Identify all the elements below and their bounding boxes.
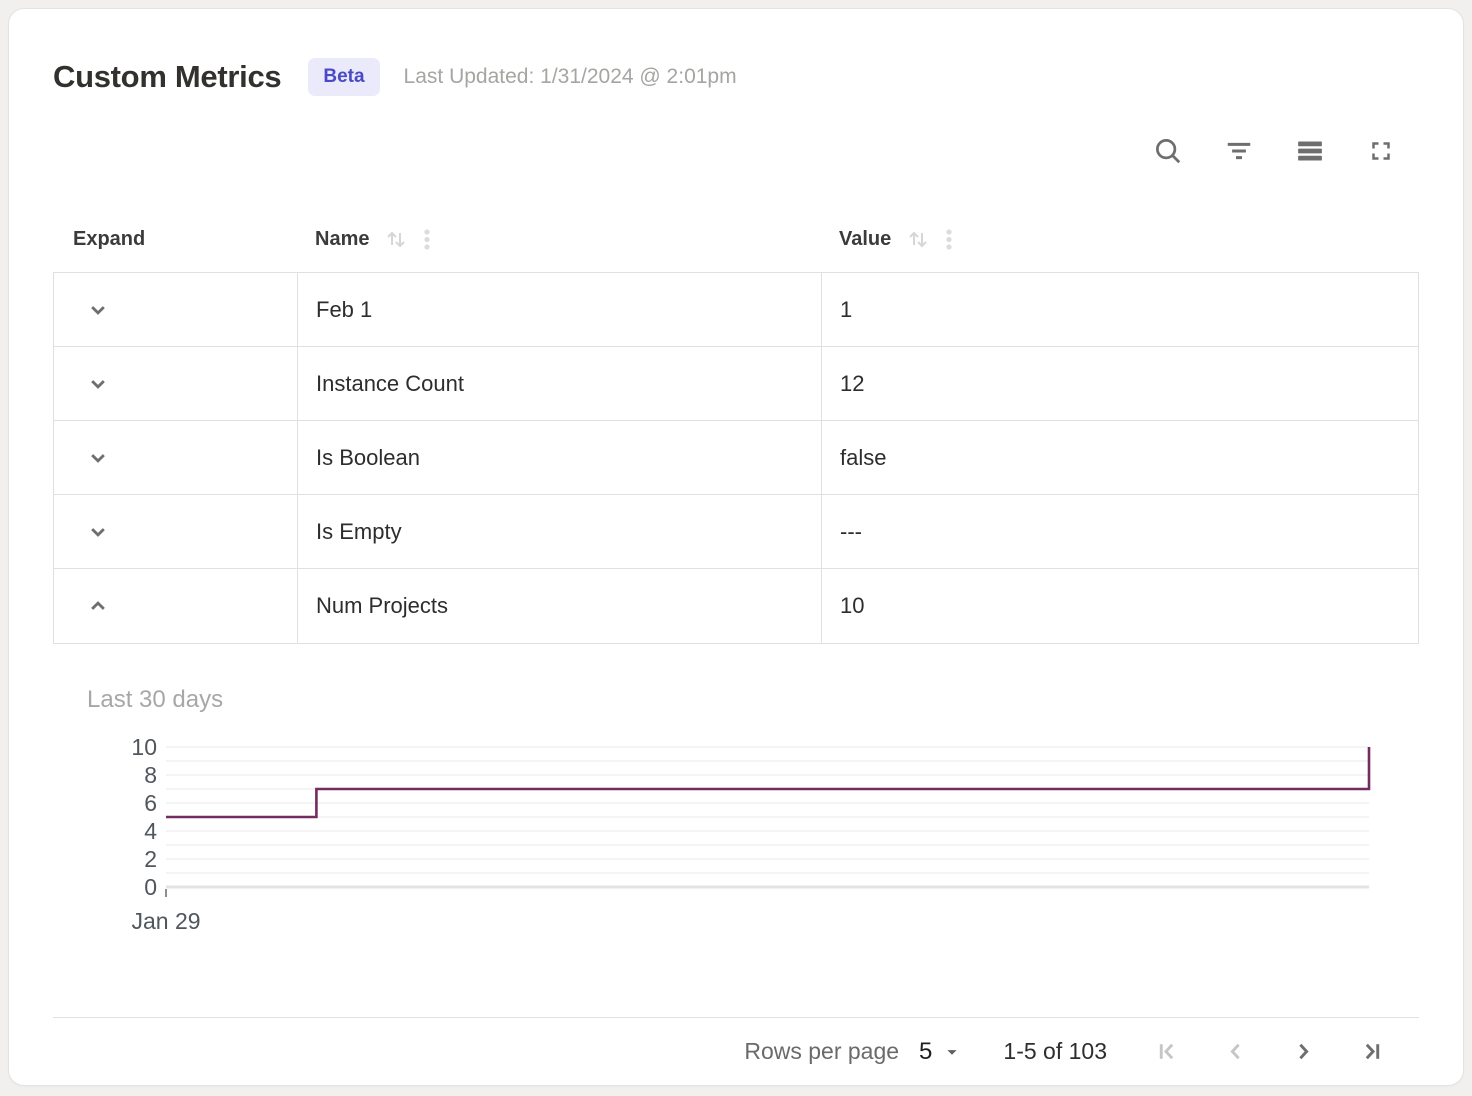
chevron-left-icon (1229, 1043, 1240, 1060)
fullscreen-icon (1372, 142, 1390, 160)
svg-text:4: 4 (144, 818, 157, 844)
expand-row-button[interactable] (82, 442, 114, 474)
svg-text:Jan 29: Jan 29 (131, 908, 200, 934)
svg-text:0: 0 (144, 874, 157, 900)
sort-arrows-icon (387, 231, 406, 248)
svg-text:2: 2 (144, 846, 157, 872)
table-row: Feb 1 1 (54, 273, 1418, 347)
expand-row-button[interactable] (82, 516, 114, 548)
chevron-down-icon (91, 305, 105, 315)
table-header-row: Expand Name Value (53, 206, 1419, 272)
chart-title: Last 30 days (87, 686, 224, 713)
pagination-nav (1153, 1038, 1385, 1066)
value-cell: 12 (840, 370, 865, 396)
search-button[interactable] (1152, 135, 1184, 167)
rows-per-page-select[interactable]: 5 (919, 1038, 963, 1066)
name-cell: Is Boolean (298, 421, 822, 494)
sort-arrows-icon (909, 231, 927, 248)
column-header-value-label: Value (839, 227, 892, 250)
table-row: Instance Count 12 (54, 347, 1418, 421)
fullscreen-button[interactable] (1365, 135, 1397, 167)
chevron-right-icon (1298, 1043, 1309, 1060)
kebab-menu-icon (424, 229, 431, 250)
chevron-up-icon (91, 601, 105, 610)
expand-cell (54, 347, 298, 420)
sort-value-button[interactable] (904, 225, 932, 253)
num-projects-detail-panel: Last 30 days 0 2 4 6 8 10 Jan 29 (53, 685, 1419, 1017)
search-icon (1156, 139, 1181, 164)
grid-toolbar (9, 135, 1463, 167)
page-title: Custom Metrics (53, 59, 282, 94)
metrics-table: Expand Name Value (53, 206, 1419, 1017)
value-cell: false (840, 444, 887, 470)
expand-row-button[interactable] (82, 368, 114, 400)
pagination-range-label: 1-5 of 103 (1003, 1038, 1107, 1064)
name-cell: Num Projects (298, 569, 822, 643)
rows-per-page-value: 5 (919, 1037, 933, 1065)
density-icon (1298, 141, 1322, 161)
value-cell: --- (840, 518, 862, 544)
first-page-icon (1159, 1043, 1173, 1060)
page-header: Custom Metrics Beta Last Updated: 1/31/2… (9, 9, 1463, 99)
column-header-name-label: Name (315, 227, 370, 250)
last-page-button[interactable] (1357, 1038, 1385, 1066)
chevron-down-icon (91, 453, 105, 463)
pagination-footer: Rows per page 5 1-5 of 103 (53, 1017, 1419, 1085)
chevron-down-icon (91, 527, 105, 537)
rows-per-page-label: Rows per page (744, 1038, 900, 1064)
value-cell: 1 (840, 296, 853, 322)
name-cell: Instance Count (298, 347, 822, 420)
column-header-expand-label: Expand (73, 227, 146, 250)
custom-metrics-card: Custom Metrics Beta Last Updated: 1/31/2… (8, 8, 1464, 1086)
table-row: Is Empty --- (54, 495, 1418, 569)
last-page-icon (1365, 1043, 1379, 1060)
expand-row-button[interactable] (82, 590, 114, 622)
first-page-button[interactable] (1153, 1038, 1181, 1066)
column-header-value[interactable]: Value (821, 225, 1419, 253)
expand-cell (54, 569, 298, 643)
last-updated-text: Last Updated: 1/31/2024 @ 2:01pm (403, 65, 737, 88)
sort-name-button[interactable] (382, 225, 410, 253)
previous-page-button[interactable] (1221, 1038, 1249, 1066)
chevron-down-icon (91, 379, 105, 389)
svg-text:10: 10 (131, 737, 157, 760)
svg-text:6: 6 (144, 790, 157, 816)
value-cell: 10 (840, 593, 865, 618)
column-menu-name-button[interactable] (413, 225, 441, 253)
filter-icon (1227, 142, 1251, 160)
expand-row-button[interactable] (82, 294, 114, 326)
next-page-button[interactable] (1289, 1038, 1317, 1066)
table-row: Num Projects 10 (54, 569, 1418, 643)
chevron-down-icon (947, 1049, 957, 1055)
table-row: Is Boolean false (54, 421, 1418, 495)
expand-cell (54, 495, 298, 568)
name-cell: Feb 1 (298, 273, 822, 346)
column-header-expand: Expand (53, 228, 297, 251)
expand-cell (54, 421, 298, 494)
beta-badge: Beta (308, 58, 380, 96)
column-menu-value-button[interactable] (935, 225, 963, 253)
filter-button[interactable] (1223, 135, 1255, 167)
column-header-name[interactable]: Name (297, 225, 821, 253)
table-body: Feb 1 1 Instance Count 12 Is Boolean fal… (53, 272, 1419, 644)
name-cell: Is Empty (298, 495, 822, 568)
kebab-menu-icon (946, 229, 952, 250)
density-button[interactable] (1294, 135, 1326, 167)
svg-text:8: 8 (144, 762, 157, 788)
expand-cell (54, 273, 298, 346)
